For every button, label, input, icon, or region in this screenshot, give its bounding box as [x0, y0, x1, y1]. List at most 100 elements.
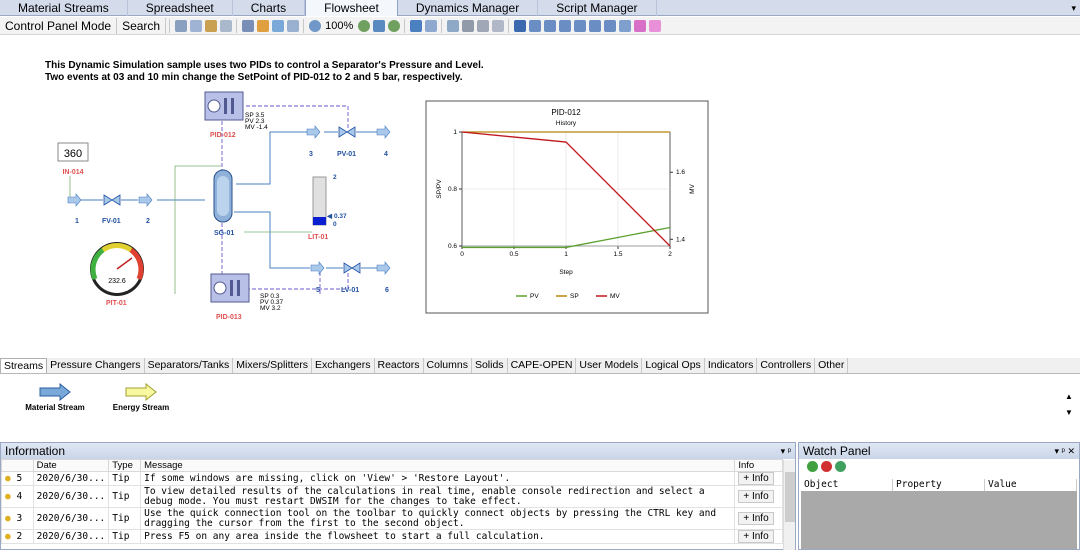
material-stream-item[interactable]: Material Stream [20, 382, 90, 412]
col-date[interactable]: Date [32, 459, 110, 472]
report-icon[interactable] [446, 19, 459, 32]
palette-tab-separators-tanks[interactable]: Separators/Tanks [145, 358, 234, 373]
tab-material-streams[interactable]: Material Streams [0, 0, 128, 16]
y-tick-label: 0.8 [448, 186, 457, 193]
flowsheet-canvas[interactable]: This Dynamic Simulation sample uses two … [0, 36, 1080, 356]
image-icon[interactable] [256, 19, 269, 32]
more-info-button[interactable]: + Info [738, 489, 774, 503]
snap-icon[interactable] [424, 19, 437, 32]
cut-icon[interactable] [174, 19, 187, 32]
tab-dynamics-manager[interactable]: Dynamics Manager [398, 0, 539, 16]
more-info-button[interactable]: + Info [738, 471, 774, 485]
palette-tab-user-models[interactable]: User Models [576, 358, 643, 373]
info-row[interactable]: ● 5 2020/6/30... Tip If some windows are mi… [1, 471, 783, 486]
palette-scrollbar[interactable]: ▲ ▼ [1065, 392, 1073, 417]
stream-3-label: 3 [309, 151, 313, 158]
control-panel-mode-button[interactable]: Control Panel Mode [0, 17, 118, 34]
info-row[interactable]: ● 4 2020/6/30... Tip To view detailed resul… [1, 485, 783, 508]
x-tick-label: 0 [460, 251, 464, 258]
grid-icon[interactable] [409, 19, 422, 32]
palette-tab-other[interactable]: Other [815, 358, 849, 373]
zoom-icon[interactable] [308, 19, 321, 32]
series-mv-line [461, 131, 671, 247]
watch-col-value[interactable]: Value [985, 479, 1077, 491]
search-button[interactable]: Search [117, 17, 167, 34]
pid012-sp: SP 3.5 [245, 112, 265, 119]
refresh-icon[interactable] [835, 460, 846, 472]
delete-icon[interactable] [219, 19, 232, 32]
zoom-fit-icon[interactable] [372, 19, 385, 32]
palette-tab-mixers-splitters[interactable]: Mixers/Splitters [233, 358, 313, 373]
palette-tab-pressure-changers[interactable]: Pressure Changers [47, 358, 145, 373]
y-tick-label: 0.6 [448, 243, 457, 250]
palette-tab-cape-open[interactable]: CAPE-OPEN [508, 358, 577, 373]
export-icon[interactable] [491, 19, 504, 32]
information-table: Date Type Message Info ● 5 2020/6/30... Ti… [1, 459, 783, 544]
ungroup-icon[interactable] [648, 19, 661, 32]
remove-icon[interactable] [821, 460, 832, 472]
pit01-value: 232.6 [108, 278, 126, 285]
fv01-valve [103, 194, 121, 206]
group-icon[interactable] [633, 19, 646, 32]
stream-3-arrow [306, 125, 321, 139]
copy-icon[interactable] [189, 19, 202, 32]
pid013-pv: PV 0.37 [260, 299, 284, 306]
watch-controls-icon[interactable]: ▾ ᵖ ✕ [1054, 446, 1075, 456]
palette-tab-logical-ops[interactable]: Logical Ops [642, 358, 705, 373]
add-icon[interactable] [807, 460, 818, 472]
tab-flowsheet[interactable]: Flowsheet [305, 0, 398, 16]
row-number: 2 [16, 530, 23, 542]
material-stream-label: Material Stream [25, 403, 85, 412]
energy-stream-item[interactable]: Energy Stream [106, 382, 176, 412]
watch-grid[interactable]: Object Property Value [801, 479, 1077, 549]
information-scrollbar[interactable] [783, 460, 795, 550]
table-icon[interactable] [271, 19, 284, 32]
object-palette-tabs: Streams Pressure Changers Separators/Tanks… [0, 358, 1080, 374]
tab-charts[interactable]: Charts [233, 0, 306, 16]
palette-tab-streams[interactable]: Streams [0, 358, 48, 373]
distribute-icon[interactable] [618, 19, 631, 32]
x-tick-label: 0.5 [509, 251, 518, 258]
more-info-button[interactable]: + Info [738, 529, 774, 543]
more-info-button[interactable]: + Info [738, 511, 774, 525]
col-info[interactable]: Info [734, 459, 783, 472]
tabs-dropdown-icon[interactable]: ▾ [1071, 3, 1076, 13]
info-row[interactable]: ● 3 2020/6/30... Tip Use the quick connecti… [1, 507, 783, 530]
shape-icon[interactable] [286, 19, 299, 32]
pv01-valve [338, 126, 356, 138]
align-top-icon[interactable] [573, 19, 586, 32]
tab-script-manager[interactable]: Script Manager [538, 0, 657, 16]
info-row[interactable]: ● 2 2020/6/30... Tip Press F5 on any area i… [1, 529, 783, 544]
palette-tab-indicators[interactable]: Indicators [705, 358, 758, 373]
palette-tab-solids[interactable]: Solids [472, 358, 508, 373]
align-bottom-icon[interactable] [603, 19, 616, 32]
stream-4-arrow [376, 125, 391, 139]
tab-spreadsheet[interactable]: Spreadsheet [128, 0, 233, 16]
chart-title: PID-012 [551, 108, 581, 117]
col-type[interactable]: Type [108, 459, 142, 472]
palette-tab-exchangers[interactable]: Exchangers [312, 358, 375, 373]
intro-line-2: Two events at 03 and 10 min change the S… [45, 72, 463, 83]
paste-icon[interactable] [204, 19, 217, 32]
palette-tab-controllers[interactable]: Controllers [757, 358, 816, 373]
align-icon[interactable] [513, 19, 526, 32]
row-number: 5 [16, 472, 23, 484]
align-center-icon[interactable] [543, 19, 556, 32]
row-date: 2020/6/30... [32, 529, 110, 544]
watch-col-property[interactable]: Property [893, 479, 985, 491]
align-left-icon[interactable] [528, 19, 541, 32]
text-icon[interactable] [241, 19, 254, 32]
zoom-out-icon[interactable] [387, 19, 400, 32]
align-middle-icon[interactable] [588, 19, 601, 32]
align-right-icon[interactable] [558, 19, 571, 32]
watch-col-object[interactable]: Object [801, 479, 893, 491]
svg-text:◀: ◀ [326, 213, 333, 220]
palette-tab-reactors[interactable]: Reactors [375, 358, 424, 373]
col-message[interactable]: Message [140, 459, 736, 472]
zoom-in-icon[interactable] [357, 19, 370, 32]
print-preview-icon[interactable] [476, 19, 489, 32]
print-icon[interactable] [461, 19, 474, 32]
panel-controls-icon[interactable]: ▾ ᵖ [780, 446, 791, 456]
palette-tab-columns[interactable]: Columns [424, 358, 472, 373]
material-stream-icon [39, 382, 71, 402]
